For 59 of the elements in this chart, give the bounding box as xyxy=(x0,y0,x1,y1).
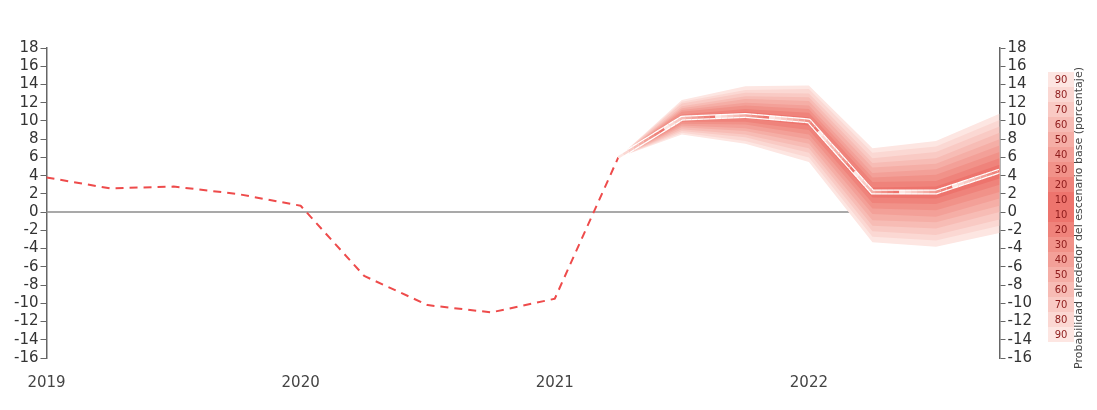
legend-label: 20 xyxy=(1054,179,1068,190)
text: 50 xyxy=(1054,269,1068,280)
y2-tick-label: -8 xyxy=(1007,274,1023,293)
text: 70 xyxy=(1054,299,1068,310)
x-tick-label: 2020 xyxy=(281,372,320,391)
y-tick-label: 2 xyxy=(28,183,39,202)
text: 30 xyxy=(1054,239,1068,250)
y-tick-label: 14 xyxy=(19,74,39,93)
y-tick-label: -8 xyxy=(23,274,39,293)
y-tick-label: 16 xyxy=(19,56,39,75)
y-tick-label: 18 xyxy=(19,37,39,56)
legend-label: 40 xyxy=(1054,149,1068,160)
y-tick-label: -14 xyxy=(14,329,39,348)
y2-tick-label: 4 xyxy=(1007,165,1018,184)
x-tick-label: 2021 xyxy=(535,372,574,391)
y-tick-label: -4 xyxy=(23,238,39,257)
y-tick-label: 0 xyxy=(28,202,39,221)
y-tick-label: 10 xyxy=(19,110,39,129)
y2-axis-title: Probabilidad alrededor del escenario base (porcentaje) xyxy=(1071,67,1085,369)
y-tick-label: -12 xyxy=(14,311,39,330)
legend-label: 50 xyxy=(1054,134,1068,145)
text: 40 xyxy=(1054,254,1068,265)
y2-tick-label: -16 xyxy=(1007,347,1032,366)
y-tick-label: 12 xyxy=(19,92,39,111)
x-tick-label: 2022 xyxy=(789,372,828,391)
y2-tick-label: -10 xyxy=(1007,293,1032,312)
y2-tick-label: -14 xyxy=(1007,329,1032,348)
y2-tick-label: 6 xyxy=(1007,147,1018,166)
y2-tick-label: 14 xyxy=(1007,74,1027,93)
y2-tick-label: 18 xyxy=(1007,37,1027,56)
y2-tick-label: 12 xyxy=(1007,92,1027,111)
text: 60 xyxy=(1054,284,1068,295)
legend-label: 30 xyxy=(1054,164,1068,175)
text: 80 xyxy=(1054,314,1068,325)
y2-tick-label: 2 xyxy=(1007,183,1018,202)
y-tick-label: -10 xyxy=(14,293,39,312)
y2-tick-label: 0 xyxy=(1007,202,1018,221)
y2-tick-label: 16 xyxy=(1007,56,1027,75)
legend-label: 10 xyxy=(1054,194,1068,205)
y-tick-label: 6 xyxy=(28,147,39,166)
legend-label: 90 xyxy=(1054,329,1068,340)
y-tick-label: 8 xyxy=(28,129,39,148)
y-tick-label: 4 xyxy=(28,165,39,184)
y2-tick-label: -12 xyxy=(1007,311,1032,330)
legend-label: 70 xyxy=(1054,104,1068,115)
y-tick-label: -6 xyxy=(23,256,39,275)
text: 10 xyxy=(1054,209,1068,220)
y2-tick-label: 10 xyxy=(1007,110,1027,129)
legend-label: 60 xyxy=(1054,119,1068,130)
y-tick-label: -16 xyxy=(14,347,39,366)
y2-tick-label: -6 xyxy=(1007,256,1023,275)
y2-tick-label: 8 xyxy=(1007,129,1018,148)
x-tick-label: 2019 xyxy=(27,372,66,391)
text: 20 xyxy=(1054,224,1068,235)
y-tick-label: -2 xyxy=(23,220,39,239)
legend-label: 80 xyxy=(1054,89,1068,100)
text: 90 xyxy=(1054,74,1068,85)
y2-tick-label: -2 xyxy=(1007,220,1023,239)
y2-tick-label: -4 xyxy=(1007,238,1023,257)
